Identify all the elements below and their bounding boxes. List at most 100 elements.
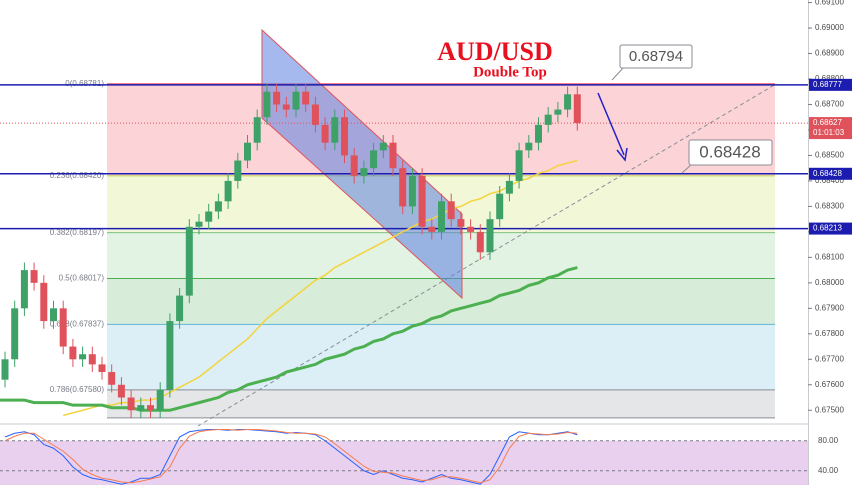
candle-body <box>505 180 513 194</box>
candle-body <box>321 124 329 143</box>
candle-body <box>535 124 542 143</box>
callout-box <box>688 139 773 166</box>
price-label: 0.68428 <box>813 169 842 178</box>
candle-body <box>20 270 28 309</box>
price-axis: 0.67500 0.67600 0.67700 0.67800 0.67900 0.680… <box>808 0 852 485</box>
callout-label: 0.68428 <box>699 142 760 161</box>
candle-body <box>389 142 397 169</box>
fib-zone <box>107 389 775 418</box>
candle-body <box>360 168 368 176</box>
candle-body <box>302 91 310 105</box>
moving-average <box>0 266 578 412</box>
annotation-layer: AUD/USD Double Top 0.68794 0.68428 <box>437 37 773 174</box>
candle-body <box>156 389 164 411</box>
candle-body <box>341 117 348 156</box>
candle-body <box>50 308 57 322</box>
y-tick-label: 0.68800 <box>815 74 844 83</box>
oscillator-panel <box>0 423 808 485</box>
candle-body <box>554 109 562 115</box>
candle-body <box>573 94 581 124</box>
candle-body <box>282 104 290 110</box>
y-tick-label: 0.68000 <box>815 278 844 287</box>
price-label: 0.68213 <box>813 224 842 233</box>
moving-average <box>63 159 578 417</box>
candle-body <box>88 354 96 365</box>
countdown: 01:01:03 <box>813 128 845 137</box>
candle-body <box>408 175 416 207</box>
candle-body <box>98 364 106 373</box>
candle-body <box>137 405 145 411</box>
candle-body <box>331 117 339 143</box>
candle-body <box>564 94 572 110</box>
candle-body <box>428 226 436 232</box>
candle-body <box>117 384 125 398</box>
arrow <box>597 92 625 156</box>
y-tick-label: 0.68500 <box>815 151 844 160</box>
candle-body <box>399 168 407 207</box>
y-tick-label: 0.68700 <box>815 100 844 109</box>
candle-body <box>273 91 281 105</box>
candle-body <box>185 226 193 296</box>
fib-label: 0.236(0.68420) <box>50 171 105 180</box>
candle-body <box>11 308 19 360</box>
candle-body <box>292 91 300 110</box>
arrow-head <box>616 147 628 162</box>
candle-body <box>525 142 533 151</box>
oscillator-line <box>4 429 578 484</box>
candle-body <box>40 282 48 322</box>
y-tick-label: 0.67500 <box>815 405 844 414</box>
candle-body <box>176 295 184 322</box>
callout-pointer <box>611 66 625 81</box>
candle-body <box>30 270 38 283</box>
price-label: 0.68627 <box>813 118 842 127</box>
fib-label: 0.618(0.67837) <box>50 319 105 328</box>
oscillator-band <box>0 440 808 485</box>
y-tick-label: 0.68900 <box>815 49 844 58</box>
candle-body <box>253 117 261 143</box>
candle-body <box>370 150 378 169</box>
candle-body <box>59 308 67 347</box>
callout-box <box>619 44 693 69</box>
candle-body <box>486 219 494 253</box>
y-tick-label: 0.68300 <box>815 202 844 211</box>
candle-body <box>544 114 552 125</box>
fib-label: 0(0.68781) <box>65 79 104 88</box>
candle-body <box>438 201 445 232</box>
y-tick-label: 0.69100 <box>815 0 844 7</box>
candle-body <box>214 201 222 212</box>
candle-body <box>467 226 475 232</box>
candle-body <box>447 201 455 220</box>
callout-label: 0.68794 <box>629 48 683 65</box>
candle-body <box>457 219 465 227</box>
chart-subtitle: Double Top <box>473 64 547 80</box>
candle-body <box>350 155 358 176</box>
candle-body <box>263 91 271 118</box>
price-label: 0.68777 <box>813 80 842 89</box>
y-tick-label: 0.68400 <box>815 176 844 185</box>
candle-body <box>166 321 174 390</box>
candle-body <box>234 160 242 181</box>
candle-body <box>379 142 387 151</box>
fib-label: 0.382(0.68197) <box>50 228 105 237</box>
price-label-box <box>809 78 852 91</box>
candle-body <box>127 397 135 411</box>
fib-zone <box>107 324 775 390</box>
candle-body <box>311 104 319 125</box>
candle-body <box>69 346 77 360</box>
candle-body <box>244 142 251 161</box>
candle-body <box>224 180 232 202</box>
y-tick-label: 0.67900 <box>815 303 844 312</box>
candle-body <box>418 175 426 227</box>
fib-label: 0.5(0.68017) <box>59 274 105 283</box>
y-tick-label: 0.68100 <box>815 252 844 261</box>
y-tick-label: 80.00 <box>818 436 839 445</box>
candle-body <box>515 150 523 181</box>
y-tick-label: 0.67800 <box>815 329 844 338</box>
y-tick-label: 0.67600 <box>815 380 844 389</box>
y-tick-label: 0.69000 <box>815 23 844 32</box>
fib-label: 0.786(0.67580) <box>50 385 105 394</box>
price-label-box <box>809 117 852 140</box>
candle-body <box>195 221 203 227</box>
